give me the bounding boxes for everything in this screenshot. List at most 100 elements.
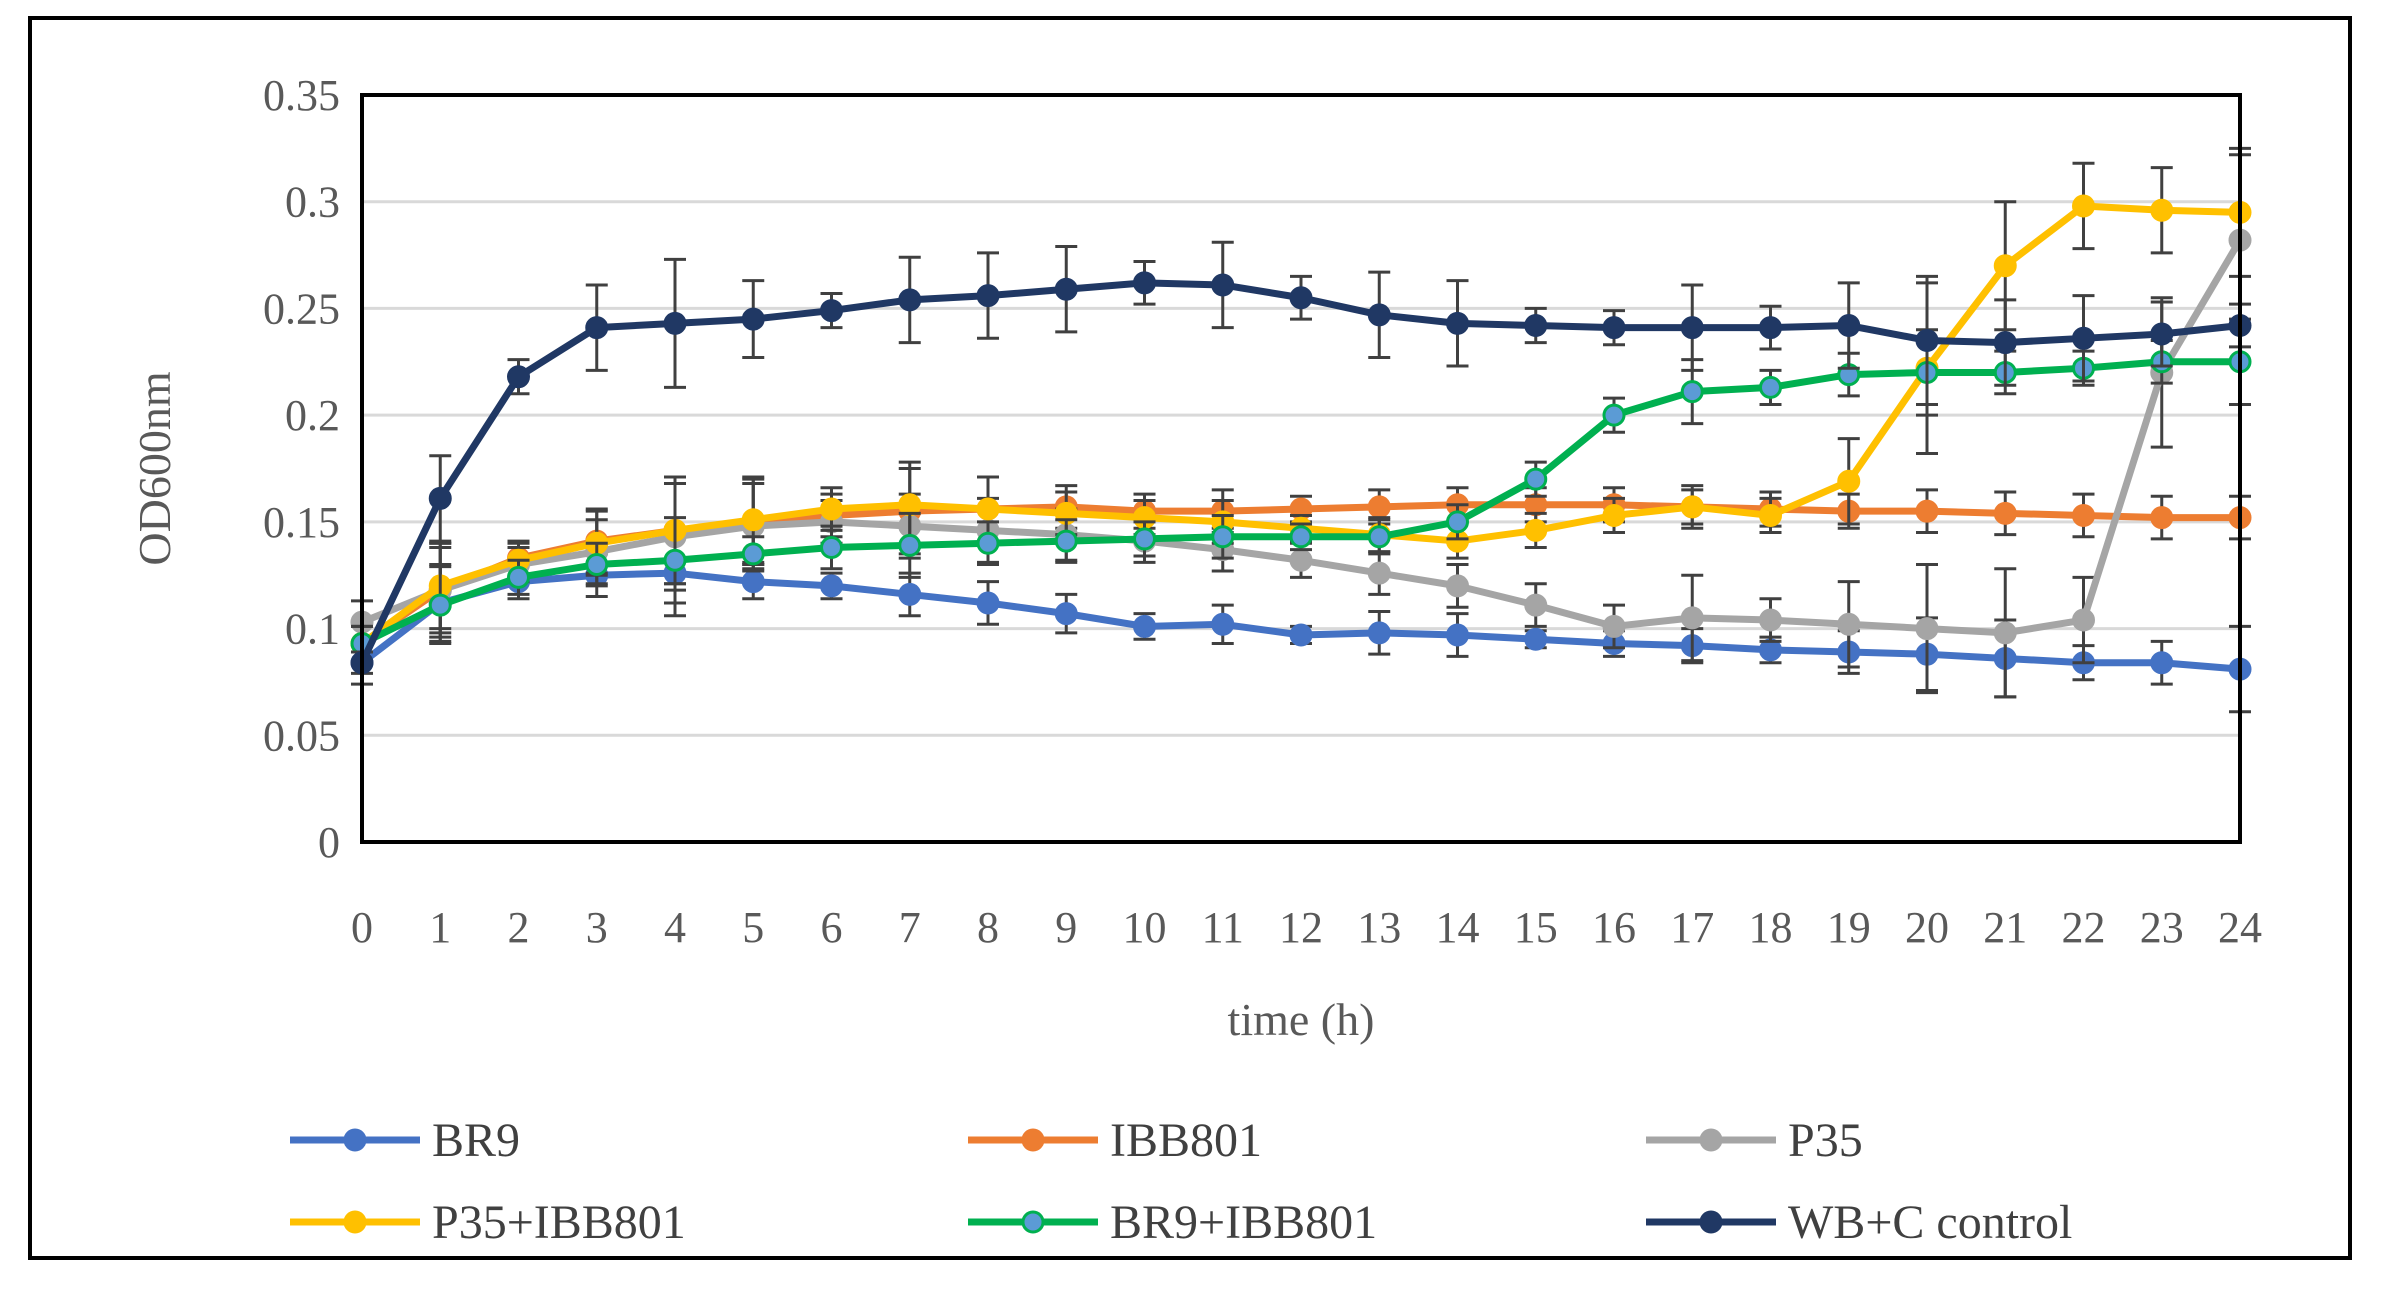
data-point bbox=[1524, 627, 1548, 651]
legend-label: BR9 bbox=[432, 1114, 520, 1167]
legend-item: BR9+IBB801 bbox=[968, 1196, 1377, 1249]
x-tick-label: 9 bbox=[1055, 903, 1077, 952]
data-point bbox=[976, 531, 1000, 555]
data-point bbox=[507, 565, 530, 589]
x-tick-label: 0 bbox=[351, 903, 373, 952]
data-point bbox=[1133, 614, 1156, 638]
data-point bbox=[820, 535, 843, 559]
data-point bbox=[1054, 529, 1078, 553]
legend-label: BR9+IBB801 bbox=[1110, 1196, 1377, 1249]
y-tick-label: 0.15 bbox=[263, 498, 340, 547]
data-point bbox=[1680, 495, 1704, 519]
x-tick-label: 13 bbox=[1357, 903, 1401, 952]
x-tick-label: 7 bbox=[899, 903, 921, 952]
data-point bbox=[507, 365, 530, 389]
series-p35-ibb801 bbox=[350, 146, 2252, 663]
data-point bbox=[1837, 469, 1861, 493]
data-point bbox=[1289, 623, 1313, 647]
data-point bbox=[2150, 198, 2174, 222]
x-tick-label: 11 bbox=[1202, 903, 1244, 952]
legend-swatch-marker bbox=[1021, 1210, 1045, 1234]
x-axis-ticks: 0 1 2 3 4 5 6 7 8 9 10 11 12 13 14 15 16 17 18 19 20 21 22 23 24 bbox=[351, 903, 2262, 952]
data-point bbox=[976, 284, 1000, 308]
legend-item: IBB801 bbox=[968, 1114, 1262, 1167]
data-point bbox=[1759, 503, 1782, 527]
data-point bbox=[1446, 623, 1469, 647]
data-point bbox=[1993, 331, 2017, 355]
y-tick-label: 0.05 bbox=[263, 711, 340, 760]
data-point bbox=[2072, 194, 2095, 218]
x-tick-label: 19 bbox=[1827, 903, 1871, 952]
data-point bbox=[1133, 271, 1156, 295]
data-point bbox=[663, 311, 687, 335]
data-point bbox=[1759, 638, 1782, 662]
data-point bbox=[1446, 311, 1469, 335]
data-point bbox=[1680, 380, 1704, 404]
data-point bbox=[1602, 614, 1626, 638]
data-point bbox=[1993, 501, 2017, 525]
x-tick-label: 14 bbox=[1436, 903, 1480, 952]
data-point bbox=[1837, 612, 1861, 636]
series-line bbox=[358, 279, 2241, 665]
data-point bbox=[1759, 608, 1782, 632]
data-point bbox=[1602, 403, 1626, 427]
data-point bbox=[585, 316, 609, 340]
data-point bbox=[1367, 495, 1391, 519]
data-point bbox=[1915, 617, 1939, 641]
x-tick-label: 18 bbox=[1749, 903, 1793, 952]
chart-frame bbox=[28, 16, 2352, 1260]
data-point bbox=[1211, 525, 1235, 549]
data-point bbox=[898, 493, 922, 517]
data-point bbox=[1524, 593, 1548, 617]
data-point bbox=[1289, 286, 1313, 310]
data-point bbox=[1759, 316, 1782, 340]
x-tick-label: 15 bbox=[1514, 903, 1558, 952]
data-point bbox=[1680, 316, 1704, 340]
y-axis-ticks: 0 0.05 0.1 0.15 0.2 0.25 0.3 0.35 bbox=[263, 71, 340, 867]
data-point bbox=[1289, 525, 1313, 549]
data-point bbox=[898, 288, 922, 312]
data-point bbox=[1367, 561, 1391, 585]
x-tick-label: 16 bbox=[1592, 903, 1636, 952]
legend-swatch-marker bbox=[1699, 1128, 1723, 1152]
data-point bbox=[1915, 499, 1939, 523]
data-point bbox=[1993, 621, 2017, 645]
x-tick-label: 17 bbox=[1670, 903, 1714, 952]
data-point bbox=[663, 548, 687, 572]
series-group bbox=[350, 146, 2252, 714]
data-point bbox=[1446, 510, 1469, 534]
legend-item: P35 bbox=[1646, 1114, 1863, 1167]
x-tick-label: 3 bbox=[586, 903, 608, 952]
data-point bbox=[2072, 326, 2095, 350]
data-point bbox=[1915, 328, 1939, 352]
x-tick-label: 12 bbox=[1279, 903, 1323, 952]
data-point bbox=[1602, 316, 1626, 340]
series-br9-ibb801 bbox=[350, 317, 2252, 663]
data-point bbox=[2150, 322, 2174, 346]
x-tick-label: 24 bbox=[2218, 903, 2262, 952]
x-tick-label: 4 bbox=[664, 903, 686, 952]
legend-item: WB+C control bbox=[1646, 1196, 2072, 1249]
x-tick-label: 8 bbox=[977, 903, 999, 952]
series-line bbox=[359, 569, 2241, 673]
x-axis-title: time (h) bbox=[1228, 994, 1375, 1045]
legend-label: WB+C control bbox=[1788, 1196, 2072, 1249]
data-point bbox=[2150, 651, 2174, 675]
data-point bbox=[585, 553, 609, 577]
legend: BR9 IBB801 P35 P35+IBB801 BR9+IBB801 WB+C con… bbox=[290, 1114, 2072, 1249]
legend-swatch-marker bbox=[343, 1128, 367, 1152]
data-point bbox=[1602, 503, 1626, 527]
data-point bbox=[1759, 375, 1782, 399]
data-point bbox=[1524, 467, 1548, 491]
data-point bbox=[1524, 518, 1548, 542]
x-tick-label: 22 bbox=[2062, 903, 2106, 952]
data-point bbox=[428, 486, 452, 510]
x-tick-label: 5 bbox=[742, 903, 764, 952]
data-point bbox=[1367, 621, 1391, 645]
data-point bbox=[1524, 493, 1548, 517]
data-point bbox=[741, 508, 765, 532]
legend-item: P35+IBB801 bbox=[290, 1196, 686, 1249]
data-point bbox=[1524, 314, 1548, 338]
plot-area-border bbox=[360, 93, 2242, 844]
data-point bbox=[1680, 606, 1704, 630]
